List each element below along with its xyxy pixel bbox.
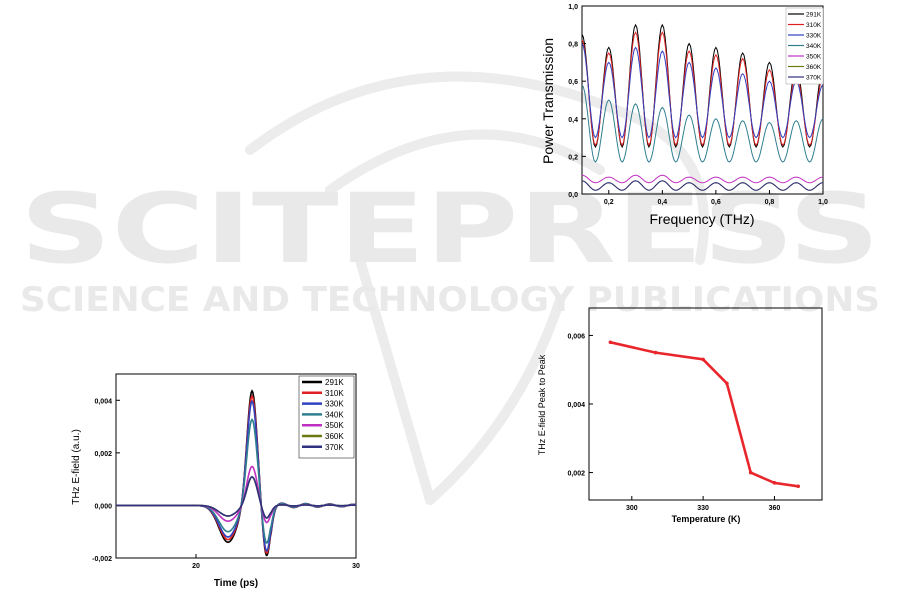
x-tick-label: 330 xyxy=(697,505,709,512)
peak-to-peak-ylabel: THz E-field Peak to Peak xyxy=(537,354,547,455)
y-tick-label: 0,004 xyxy=(567,402,585,409)
x-tick-label: 1,0 xyxy=(818,199,828,206)
x-tick-label: 30 xyxy=(352,563,360,570)
y-tick-label: 0,002 xyxy=(94,451,112,458)
power-transmission-axes: 0,0 0,2 0,4 0,6 0,8 1,0 0,2 0,4 0,6 0,8 1,0 xyxy=(568,4,828,206)
legend-box xyxy=(298,375,355,459)
legend-label: 340K xyxy=(325,410,344,419)
series-line-350K xyxy=(581,174,824,184)
legend-label: 360K xyxy=(806,64,822,71)
legend-label: 330K xyxy=(806,33,822,40)
legend-label: 291K xyxy=(325,378,344,387)
x-tick-label: 300 xyxy=(626,505,638,512)
y-tick-label: 0,004 xyxy=(94,398,112,405)
data-point xyxy=(653,350,658,355)
x-tick-label: 360 xyxy=(769,505,781,512)
data-point xyxy=(608,340,613,345)
peak-to-peak-axes: 0,002 0,004 0,006 300 330 360 xyxy=(567,307,823,512)
legend-label: 340K xyxy=(806,43,822,50)
data-point xyxy=(701,357,705,362)
y-tick-label: 0,6 xyxy=(568,79,578,86)
y-tick-label: 0,002 xyxy=(567,471,585,478)
thz-efield-series xyxy=(116,389,357,557)
watermark-tagline: SCIENCE AND TECHNOLOGY PUBLICATIONS xyxy=(20,280,880,320)
legend-label: 370K xyxy=(325,443,344,452)
peak-to-peak-series xyxy=(608,340,801,489)
watermark-logo xyxy=(245,71,709,505)
data-point xyxy=(772,481,777,485)
thz-efield-ylabel: THz E-field (a.u.) xyxy=(71,429,82,505)
series-line-370K xyxy=(581,180,824,191)
x-tick-label: 20 xyxy=(192,563,200,570)
legend-label: 370K xyxy=(806,75,822,82)
legend-label: 310K xyxy=(806,22,822,29)
y-tick-label: 0,8 xyxy=(568,42,578,49)
thz-efield-axes: -0,002 0,000 0,002 0,004 20 30 xyxy=(92,373,360,570)
thz-efield-frame xyxy=(115,373,357,559)
x-tick-label: 0,4 xyxy=(657,199,667,206)
legend-label: 291K xyxy=(806,12,822,19)
series-line-340K xyxy=(581,84,824,163)
power-transmission-legend: 291K 310K 330K 340K 350K 360K 370K xyxy=(785,7,824,85)
series-line-291K xyxy=(581,23,824,149)
legend-label: 310K xyxy=(325,389,344,398)
x-tick-label: 0,8 xyxy=(765,199,775,206)
legend-label: 350K xyxy=(806,54,822,61)
power-transmission-ylabel: Power Transmission xyxy=(540,38,556,164)
data-point xyxy=(725,381,729,386)
data-point xyxy=(796,484,801,489)
legend-label: 350K xyxy=(325,421,344,430)
power-transmission-series xyxy=(581,23,824,191)
x-tick-label: 0,6 xyxy=(711,199,721,206)
series-line-330K xyxy=(581,43,824,139)
y-tick-label: 1,0 xyxy=(568,4,578,11)
series-line-370K xyxy=(116,475,356,519)
x-tick-label: 0,2 xyxy=(604,199,614,206)
y-tick-label: 0,006 xyxy=(567,333,585,340)
peak-to-peak-xlabel: Temperature (K) xyxy=(672,514,741,524)
data-point xyxy=(748,470,753,475)
y-tick-label: 0,4 xyxy=(568,117,578,124)
y-tick-label: 0,2 xyxy=(568,154,578,161)
y-tick-label: 0,0 xyxy=(568,192,578,199)
y-tick-label: -0,002 xyxy=(92,556,112,563)
power-transmission-frame xyxy=(581,5,824,195)
thz-efield-xlabel: Time (ps) xyxy=(214,578,258,589)
peak-to-peak-frame xyxy=(588,307,823,501)
watermark-brand: SCITEPRESS xyxy=(20,173,880,285)
legend-label: 360K xyxy=(325,432,344,441)
power-transmission-xlabel: Frequency (THz) xyxy=(649,211,754,227)
series-line-310K xyxy=(581,31,824,147)
series-line xyxy=(610,341,799,488)
legend-label: 330K xyxy=(325,400,344,409)
y-tick-label: 0,000 xyxy=(94,503,112,510)
